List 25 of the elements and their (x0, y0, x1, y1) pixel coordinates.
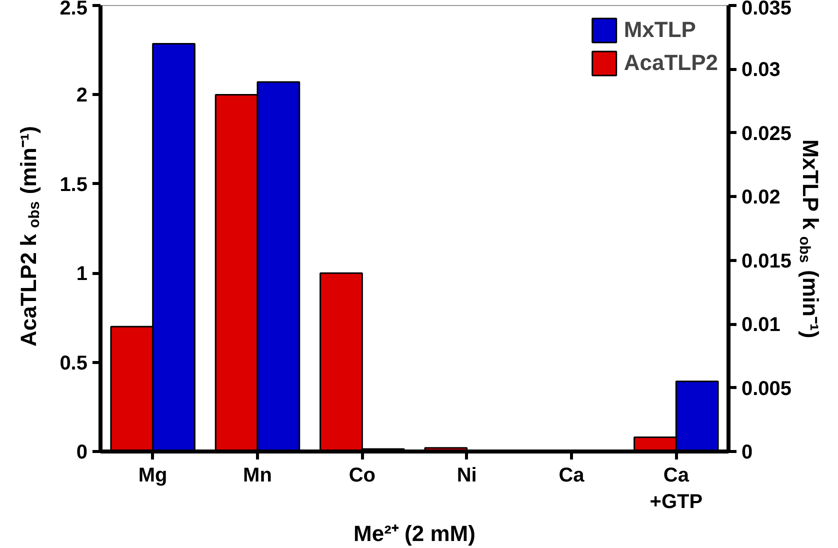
x-tick-label: Mn (243, 464, 272, 486)
y2-tick-label: 0.025 (742, 122, 792, 145)
x-tick-label: Ni (456, 464, 477, 486)
legend-label: AcaTLP2 (624, 50, 718, 76)
x-tick-label: Mg (138, 464, 168, 486)
y-axis-title: AcaTLP2 kobs (min⁻¹) (16, 126, 43, 346)
y2-tick-label: 0.03 (742, 59, 780, 82)
y2-tick-label: 0.01 (742, 314, 780, 336)
y2-tick-label: 0.015 (742, 250, 792, 272)
x-tick-label: Ca +GTP (650, 464, 703, 513)
y2-tick-label: 0.02 (742, 186, 780, 209)
x-axis-title: Me²⁺ (2 mM) (354, 520, 476, 546)
y-tick-label: 0 (76, 442, 88, 464)
y2-tick-label: 0.005 (742, 378, 792, 400)
y-tick-label: 1.5 (60, 174, 88, 196)
y2-axis-title: MxTLP kobs (min⁻¹) (796, 139, 823, 338)
y-tick-label: 1 (76, 263, 88, 286)
y2-tick-label: 0 (742, 442, 753, 464)
x-tick-label: Co (348, 464, 376, 486)
y-tick-label: 2.5 (60, 0, 88, 20)
legend-label: MxTLP (624, 17, 696, 43)
y-tick-label: 0.5 (60, 352, 88, 374)
x-tick-label: Ca (558, 464, 586, 486)
y2-tick-label: 0.035 (742, 0, 792, 20)
y-tick-label: 2 (76, 84, 88, 107)
